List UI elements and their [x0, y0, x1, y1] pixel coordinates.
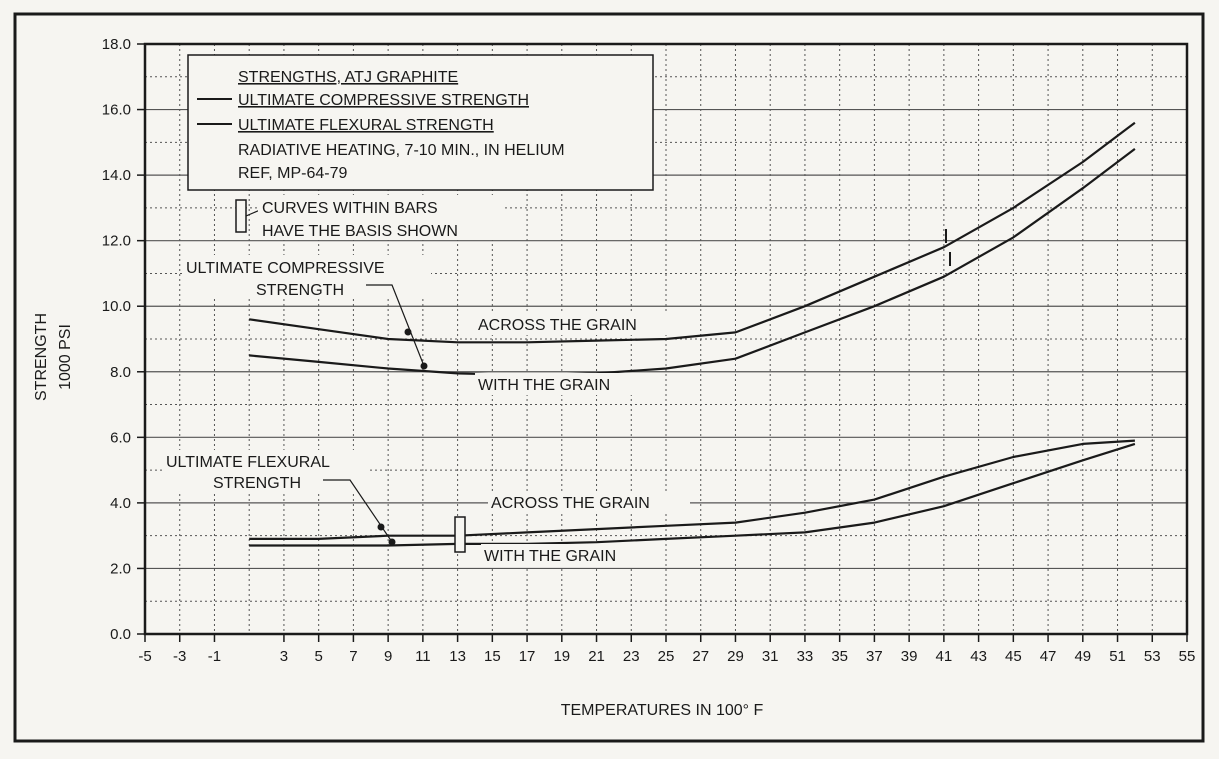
x-tick-label: 43 [970, 648, 987, 665]
y-tick-label: 8.0 [110, 364, 131, 381]
legend-reference: REF, MP-64-79 [238, 165, 347, 182]
flexural-callout-line-1: ULTIMATE FLEXURAL [166, 454, 330, 471]
series-line-1 [249, 148, 1136, 377]
x-tick-label: 13 [449, 648, 466, 665]
y-tick-label: 10.0 [102, 298, 131, 315]
x-tick-label: 51 [1109, 648, 1126, 665]
x-tick-label: 39 [901, 648, 918, 665]
x-tick-label: 17 [519, 648, 536, 665]
bar-note-bar-icon [235, 199, 247, 233]
x-axis: -5 -3 -1 3 5 7 9 11 13 15 17 19 21 23 25 27 29 31 33 35 37 39… [138, 634, 1195, 665]
compressive-across-dot [404, 328, 412, 336]
label-bg-flexural-with [481, 544, 643, 566]
y-tick-label: 12.0 [102, 233, 131, 250]
compressive-callout: ULTIMATE COMPRESSIVE STRENGTH [183, 255, 431, 370]
series-line-0 [249, 121, 1136, 344]
compressive-callout-bg [183, 255, 431, 299]
x-tick-label: 25 [658, 648, 675, 665]
compressive-with-dot [420, 362, 428, 370]
x-tick-label: 45 [1005, 648, 1022, 665]
flexural-callout-leader [323, 479, 393, 543]
x-tick-label: 37 [866, 648, 883, 665]
x-tick-label: -5 [138, 648, 151, 665]
flexural-with-dot [388, 538, 396, 546]
y-tick-label: 18.0 [102, 36, 131, 53]
compressive-callout-line-1: ULTIMATE COMPRESSIVE [186, 260, 385, 277]
label-bg-compressive-with [475, 373, 637, 395]
bar-note-line-2: HAVE THE BASIS SHOWN [262, 223, 458, 240]
x-tick-label: 11 [415, 648, 431, 665]
legend-title: STRENGTHS, ATJ GRAPHITE [238, 69, 458, 86]
bar-note: CURVES WITHIN BARS HAVE THE BASIS SHOWN [235, 195, 502, 240]
x-tick-label: 21 [588, 648, 605, 665]
x-tick-label: 15 [484, 648, 501, 665]
y-tick-label: 6.0 [110, 429, 131, 446]
compressive-callout-leader [366, 284, 425, 367]
x-tick-label: -1 [208, 648, 221, 665]
bar-note-leader [245, 209, 261, 217]
series-line-3 [249, 442, 1136, 547]
y-tick-label: 0.0 [110, 626, 131, 643]
flexural-callout-line-2: STRENGTH [213, 475, 301, 492]
y-tick-label: 4.0 [110, 495, 131, 512]
x-tick-label: 35 [831, 648, 848, 665]
series-layer [249, 121, 1136, 547]
y-axis: 0.0 2.0 4.0 6.0 8.0 10.0 12.0 14.0 16.0 18.0 [102, 36, 145, 643]
y-axis-title-line-2: 1000 PSI [57, 324, 74, 390]
legend-compressive-label: ULTIMATE COMPRESSIVE STRENGTH [238, 92, 529, 109]
x-tick-label: 31 [762, 648, 779, 665]
label-bg-flexural-across [488, 491, 690, 513]
x-tick-label: 53 [1144, 648, 1161, 665]
compressive-callout-line-2: STRENGTH [256, 282, 344, 299]
series-line-2 [249, 439, 1135, 541]
x-axis-title: TEMPERATURES IN 100° F [561, 702, 764, 719]
flexural-callout-bg [163, 450, 368, 492]
legend-box [187, 54, 654, 191]
x-tick-label: 41 [936, 648, 953, 665]
x-tick-label: 9 [384, 648, 392, 665]
x-tick-label: -3 [173, 648, 186, 665]
x-tick-label: 47 [1040, 648, 1057, 665]
x-tick-label: 5 [314, 648, 322, 665]
flexural-across-dot [377, 523, 385, 531]
flexural-basis-bar [454, 516, 466, 553]
x-tick-label: 27 [692, 648, 709, 665]
label-flexural-across: ACROSS THE GRAIN [491, 495, 650, 512]
label-flexural-with: WITH THE GRAIN [484, 548, 616, 565]
y-axis-title-line-1: STRENGTH [33, 313, 50, 401]
x-tick-label: 29 [727, 648, 744, 665]
label-compressive-across: ACROSS THE GRAIN [478, 317, 637, 334]
x-tick-label: 55 [1179, 648, 1196, 665]
x-tick-label: 49 [1074, 648, 1091, 665]
label-bg-compressive-across [475, 313, 677, 335]
x-tick-label: 23 [623, 648, 640, 665]
label-compressive-with: WITH THE GRAIN [478, 377, 610, 394]
x-tick-label: 33 [797, 648, 814, 665]
x-tick-label: 7 [349, 648, 357, 665]
y-tick-label: 2.0 [110, 560, 131, 577]
x-tick-label: 19 [553, 648, 570, 665]
y-tick-label: 14.0 [102, 167, 131, 184]
flexural-callout: ULTIMATE FLEXURAL STRENGTH [163, 450, 466, 553]
bar-note-line-1: CURVES WITHIN BARS [262, 200, 438, 217]
legend-flexural-label: ULTIMATE FLEXURAL STRENGTH [238, 117, 494, 134]
y-tick-label: 16.0 [102, 102, 131, 119]
x-tick-label: 3 [280, 648, 288, 665]
legend: STRENGTHS, ATJ GRAPHITE ULTIMATE COMPRES… [187, 54, 654, 191]
legend-conditions: RADIATIVE HEATING, 7-10 MIN., IN HELIUM [238, 142, 565, 159]
bar-note-bg [258, 195, 502, 240]
